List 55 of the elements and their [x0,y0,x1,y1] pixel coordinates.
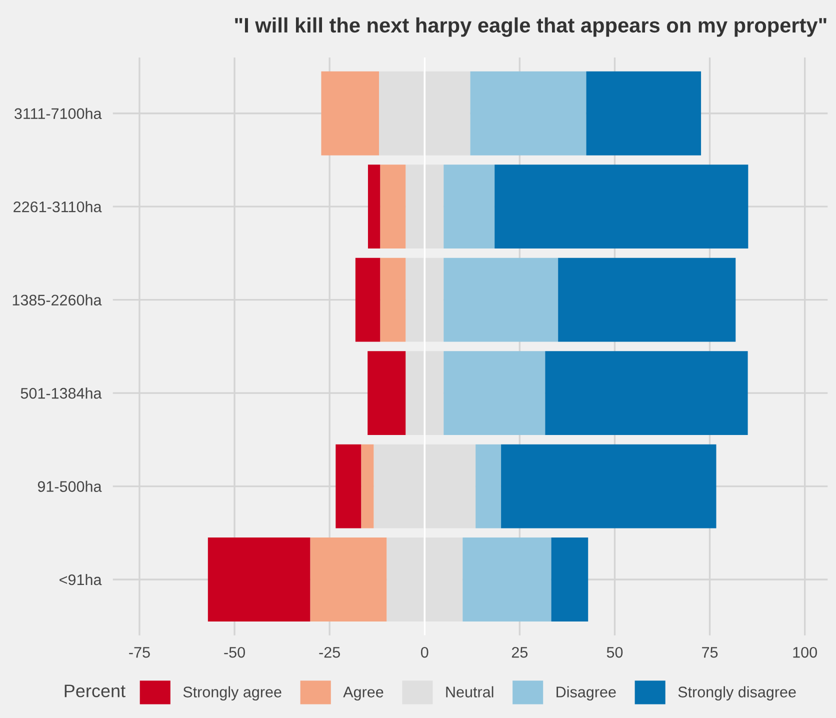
bar [310,538,387,622]
x-tick-label: 50 [606,646,623,658]
legend-label: Neutral [446,686,494,698]
bar [336,444,362,528]
bar [380,258,406,342]
bar [380,164,406,249]
bar [321,71,379,156]
bar [586,71,702,156]
bar [551,538,588,622]
bar [208,538,310,622]
legend-label: Agree [343,686,384,700]
y-tick-label: 91-500ha [38,480,102,492]
x-tick-label: 0 [420,646,428,658]
bar [494,164,748,249]
x-tick-label: -75 [129,647,150,658]
bar [558,258,736,342]
x-tick-label: 75 [702,647,718,658]
bar [424,164,444,249]
legend-label: Disagree [556,686,616,700]
bar [406,164,425,249]
bar [355,258,380,342]
bar [444,351,546,435]
bar [361,444,374,528]
bar [424,538,463,622]
legend-label: Strongly agree [183,686,282,700]
y-tick-label: 3111-7100ha [14,108,102,120]
y-tick-label: 1385-2260ha [12,294,102,306]
bar [368,164,380,249]
y-tick-label: 2261-3110ha [14,201,102,212]
y-tick-label: 501-1384ha [20,388,102,399]
bar [406,351,425,435]
x-tick-label: -50 [224,646,245,658]
bar [424,71,470,156]
bar [424,444,476,528]
legend-label: Strongly disagree [678,686,796,700]
y-tick-label: <91ha [60,574,102,586]
bar [368,351,406,435]
bar [406,258,425,342]
bar [444,164,495,249]
x-tick-label: -25 [319,646,340,658]
bar [424,258,444,342]
chart-title: "I will kill the next harpy eagle that appears on my property" [235,17,826,37]
bar [374,444,425,528]
legend-title: Percent [64,684,126,698]
x-tick-label: 25 [512,646,528,658]
bar [545,351,748,435]
bar [476,444,502,528]
bar [462,538,552,622]
bar [470,71,586,156]
bar [386,538,425,622]
x-tick-label: 100 [793,646,817,658]
bar [424,351,444,435]
bar [501,444,716,528]
bar [379,71,425,156]
bar [444,258,558,342]
